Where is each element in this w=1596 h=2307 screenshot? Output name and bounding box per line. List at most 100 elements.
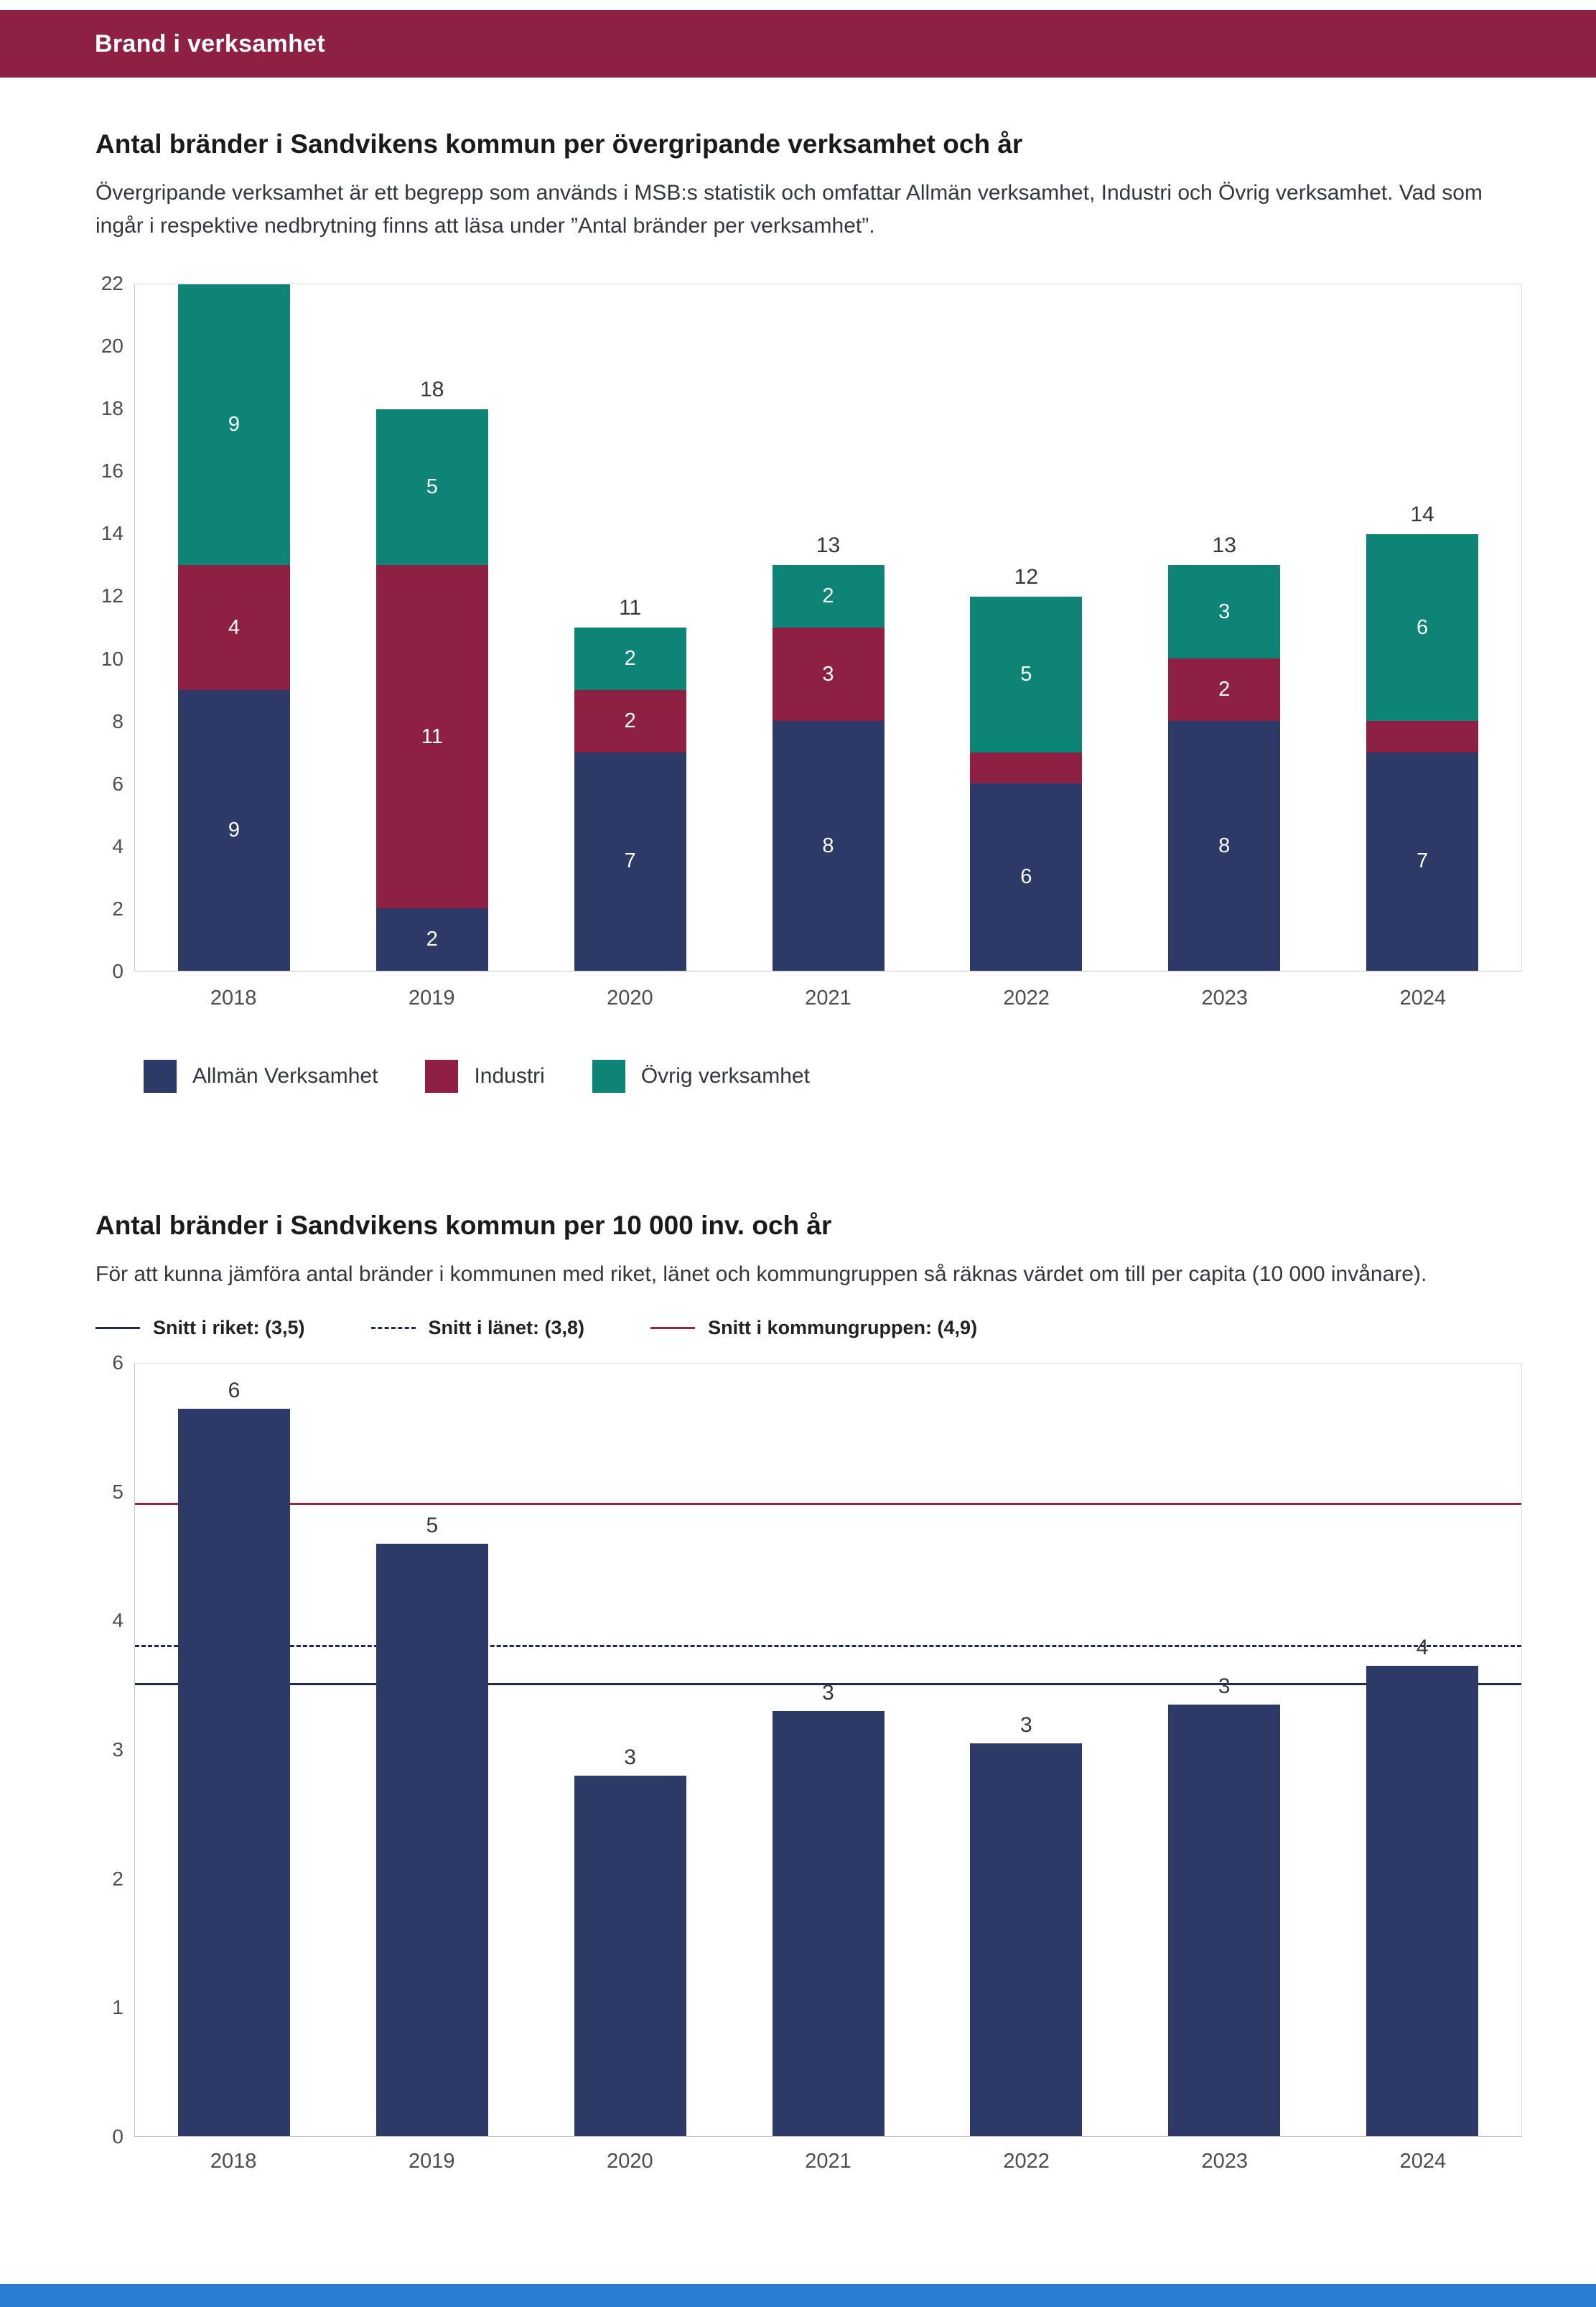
stacked-bar-2020[interactable]: 7 2 2 11 <box>574 284 686 971</box>
reference-line-sample <box>95 1327 140 1329</box>
chart2-y-axis: 0 1 2 3 4 5 6 <box>80 1353 123 2147</box>
chart2-section-title: Antal bränder i Sandvikens kommun per 10… <box>95 1211 832 1240</box>
chart2-x-axis: 2018 2019 2020 2021 2022 2023 2024 <box>134 2150 1522 2173</box>
bar-segment[interactable]: 7 <box>1366 752 1479 971</box>
bar-segment[interactable]: 8 <box>1168 721 1281 971</box>
legend-swatch <box>592 1060 625 1093</box>
bar-2023[interactable]: 3 <box>1168 1364 1281 2136</box>
bar-segment[interactable]: 4 <box>177 565 290 690</box>
bar-value-label: 3 <box>624 1745 636 1769</box>
stacked-bar-2021[interactable]: 8 3 2 13 <box>772 284 885 971</box>
bar-segment[interactable] <box>970 752 1083 784</box>
bar-2020[interactable]: 3 <box>574 1364 686 2136</box>
bar-segment[interactable] <box>177 1408 290 2136</box>
bar-segment[interactable]: 2 <box>1168 658 1281 722</box>
legend-label: Snitt i kommungruppen: (4,9) <box>708 1317 978 1338</box>
y-tick-label: 6 <box>112 772 123 795</box>
reference-line <box>135 1644 1521 1647</box>
bar-segment[interactable]: 5 <box>970 596 1083 752</box>
bar-segment[interactable]: 8 <box>772 721 885 971</box>
bar-segment[interactable]: 9 <box>177 284 290 566</box>
y-tick-label: 14 <box>101 522 123 545</box>
legend-item: Allmän Verksamhet <box>144 1060 378 1093</box>
reference-line-sample <box>650 1327 696 1329</box>
x-axis-label: 2021 <box>805 987 851 1010</box>
bar-segment[interactable] <box>970 1743 1083 2136</box>
y-tick-label: 3 <box>112 1738 123 1761</box>
bar-segment[interactable]: 2 <box>574 628 686 690</box>
stacked-bar-2019[interactable]: 2 11 5 18 <box>375 284 488 971</box>
stacked-bar-2023[interactable]: 8 2 3 13 <box>1168 284 1281 971</box>
y-tick-label: 4 <box>112 1609 123 1632</box>
chart1-y-axis: 0 2 4 6 8 10 12 14 16 18 20 22 <box>80 274 123 982</box>
bar-segment[interactable] <box>574 1775 686 2136</box>
chart2-section-description: För att kunna jämföra antal bränder i ko… <box>95 1262 1427 1286</box>
bar-segment[interactable] <box>772 1711 885 2136</box>
bar-segment[interactable]: 7 <box>574 752 686 971</box>
bar-segment[interactable]: 3 <box>1168 565 1281 659</box>
chart1-x-axis: 2018 2019 2020 2021 2022 2023 2024 <box>134 987 1522 1010</box>
x-axis-label: 2023 <box>1201 2150 1249 2173</box>
bar-segment[interactable]: 5 <box>375 409 488 566</box>
x-axis-label: 2018 <box>210 2150 257 2173</box>
chart1-section-description: Övergripande verksamhet är ett begrepp s… <box>95 181 1483 238</box>
bar-segment[interactable] <box>1168 1705 1281 2136</box>
bar-value-label: 5 <box>426 1514 439 1538</box>
bar-total-label: 11 <box>619 596 642 620</box>
y-tick-label: 5 <box>112 1480 123 1503</box>
x-axis-label: 2018 <box>210 987 257 1010</box>
bar-segment[interactable] <box>375 1544 488 2136</box>
bar-segment[interactable] <box>1366 721 1479 752</box>
legend-label: Allmän Verksamhet <box>192 1064 378 1088</box>
page-header: Brand i verksamhet <box>0 10 1596 78</box>
x-axis-label: 2019 <box>408 2150 455 2173</box>
legend-item: Övrig verksamhet <box>592 1060 810 1093</box>
bar-segment[interactable]: 11 <box>375 565 488 909</box>
x-axis-label: 2022 <box>1003 2150 1050 2173</box>
bar-2022[interactable]: 3 <box>970 1364 1083 2136</box>
bar-2021[interactable]: 3 <box>772 1364 885 2136</box>
bar-2018[interactable]: 6 <box>177 1364 290 2136</box>
bar-segment[interactable] <box>1366 1666 1479 2136</box>
bar-segment[interactable]: 3 <box>772 628 885 722</box>
stacked-bar-2024[interactable]: 7 6 14 <box>1366 284 1479 971</box>
y-tick-label: 20 <box>101 335 123 358</box>
stacked-bar-2022[interactable]: 6 5 12 <box>970 284 1083 971</box>
bar-total-label: 13 <box>1212 533 1236 558</box>
bar-2019[interactable]: 5 <box>375 1364 488 2136</box>
chart1-section-title: Antal bränder i Sandvikens kommun per öv… <box>95 129 1023 159</box>
bar-segment[interactable]: 2 <box>574 689 686 752</box>
bar-total-label: 18 <box>420 377 444 401</box>
reference-line <box>135 1683 1521 1686</box>
y-tick-label: 0 <box>112 2125 123 2148</box>
bar-total-label: 13 <box>816 533 841 558</box>
bar-total-label: 12 <box>1014 564 1039 589</box>
legend-item: Snitt i riket: (3,5) <box>95 1317 305 1339</box>
x-axis-label: 2023 <box>1201 987 1249 1010</box>
x-axis-label: 2020 <box>607 2150 653 2173</box>
legend-item: Snitt i kommungruppen: (4,9) <box>650 1317 977 1339</box>
x-axis-label: 2020 <box>607 987 653 1010</box>
chart1-legend: Allmän Verksamhet Industri Övrig verksamhe… <box>144 1060 810 1093</box>
y-tick-label: 2 <box>112 1867 123 1890</box>
footer-accent-bar <box>0 2284 1596 2307</box>
bar-value-label: 3 <box>1218 1674 1231 1699</box>
bar-2024[interactable]: 4 <box>1366 1364 1479 2136</box>
x-axis-label: 2024 <box>1399 2150 1447 2173</box>
reference-line <box>135 1503 1521 1506</box>
bar-segment[interactable]: 6 <box>970 783 1083 971</box>
y-tick-label: 12 <box>101 584 123 607</box>
bar-value-label: 6 <box>228 1378 241 1402</box>
legend-swatch <box>144 1060 177 1093</box>
bar-segment[interactable]: 2 <box>375 908 488 971</box>
chart2-legend: Snitt i riket: (3,5) Snitt i länet: (3,8)… <box>95 1317 977 1339</box>
bar-segment[interactable]: 2 <box>772 565 885 628</box>
y-tick-label: 16 <box>101 460 123 483</box>
bar-segment[interactable]: 6 <box>1366 533 1479 722</box>
bar-segment[interactable]: 9 <box>177 689 290 971</box>
y-tick-label: 6 <box>112 1351 123 1374</box>
legend-swatch <box>425 1060 459 1093</box>
y-tick-label: 1 <box>112 1996 123 2019</box>
per-capita-bar-chart: 6 5 3 3 3 3 4 <box>134 1363 1522 2137</box>
